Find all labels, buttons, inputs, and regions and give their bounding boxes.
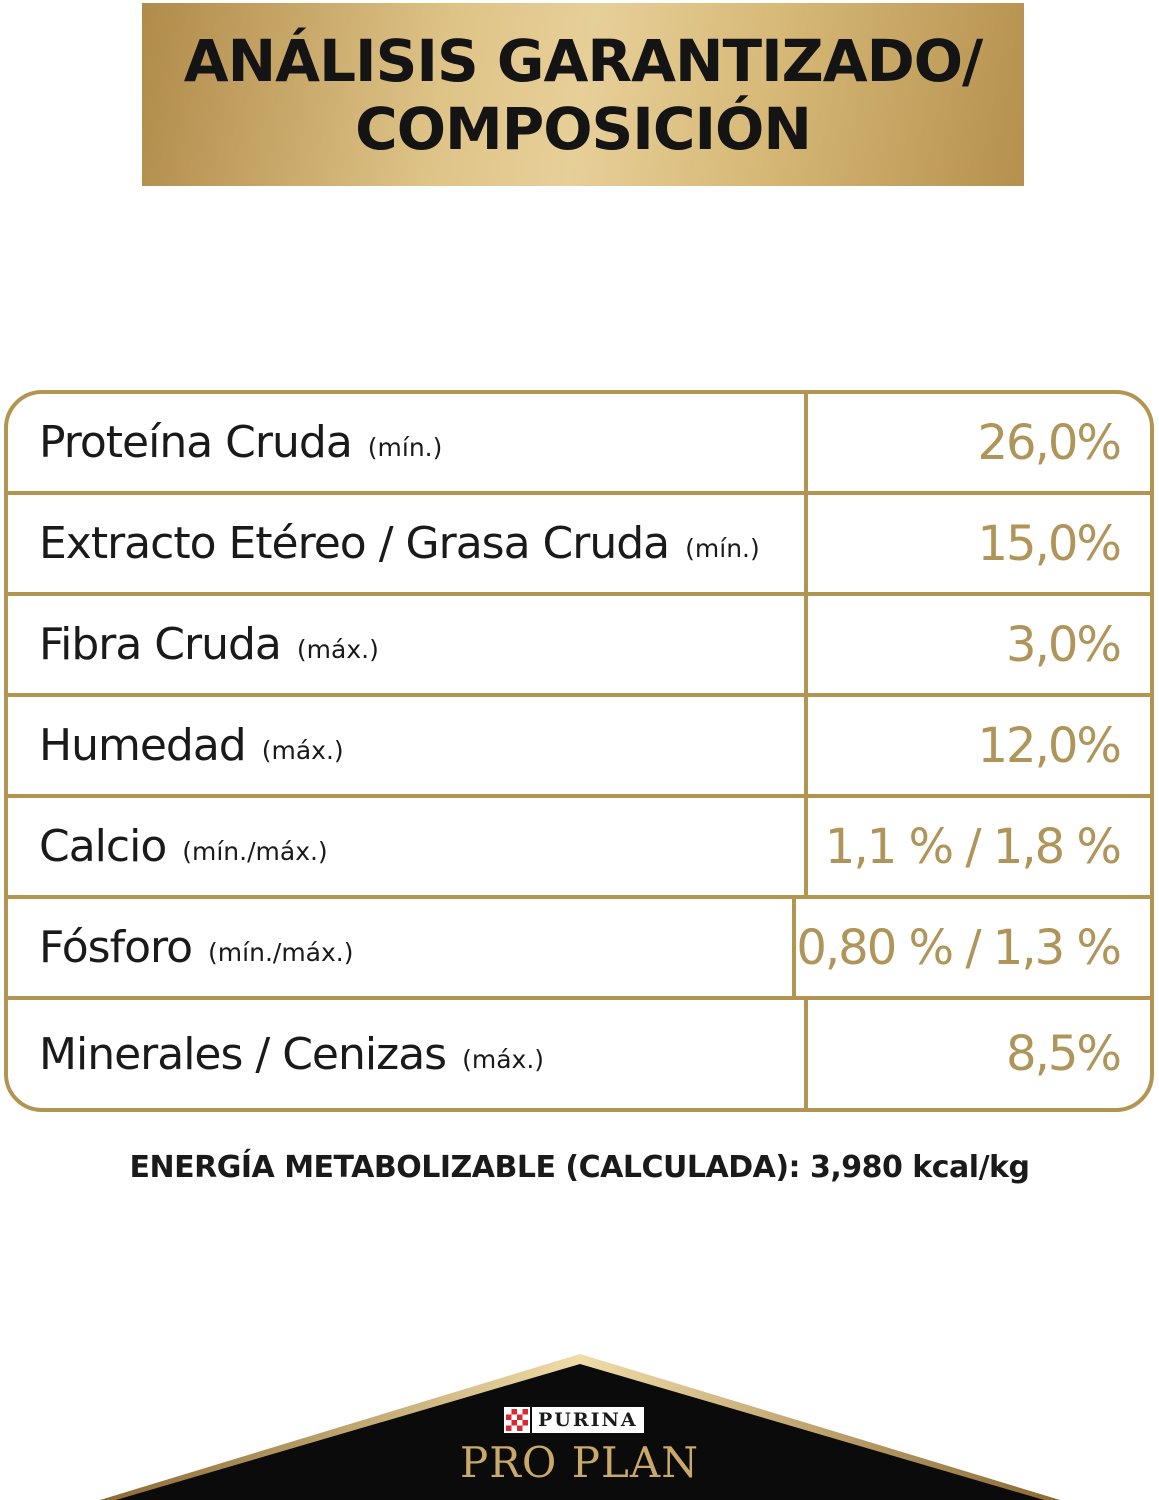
nutrient-qualifier: (máx.) — [296, 635, 379, 664]
table-row: Fibra Cruda (máx.) 3,0% — [8, 596, 1150, 697]
purina-checkerboard-icon — [504, 1407, 530, 1433]
nutrient-label: Humedad — [39, 720, 247, 771]
table-row: Humedad (máx.) 12,0% — [8, 697, 1150, 798]
table-row: Proteína Cruda (mín.) 26,0% — [8, 394, 1150, 495]
nutrient-label: Minerales / Cenizas — [39, 1028, 447, 1080]
table-row: Extracto Etéreo / Grasa Cruda (mín.) 15,… — [8, 495, 1150, 596]
nutrient-label: Fibra Cruda — [39, 619, 282, 670]
nutrient-label: Fósforo — [39, 922, 193, 973]
purina-wordmark: PURINA — [532, 1407, 644, 1433]
metabolizable-energy-text: ENERGÍA METABOLIZABLE (CALCULADA): 3,980… — [129, 1150, 1030, 1185]
purina-logo: PURINA — [504, 1407, 644, 1433]
nutrient-label: Proteína Cruda — [39, 417, 353, 468]
row-label-cell: Calcio (mín./máx.) — [8, 798, 808, 895]
nutrient-value: 0,80 % / 1,3 % — [796, 919, 1122, 976]
row-label-cell: Humedad (máx.) — [8, 697, 808, 794]
proplan-wordmark: PRO PLAN — [460, 1438, 699, 1487]
nutrient-qualifier: (mín.) — [367, 433, 443, 462]
nutrient-qualifier: (mín./máx.) — [182, 837, 328, 866]
row-label-cell: Fósforo (mín./máx.) — [8, 899, 797, 996]
table-row: Minerales / Cenizas (máx.) 8,5% — [8, 1000, 1150, 1108]
nutrient-label: Calcio — [39, 821, 167, 872]
nutrient-qualifier: (mín./máx.) — [208, 938, 354, 967]
title-line-1: ANÁLISIS GARANTIZADO/ — [183, 26, 983, 95]
nutrient-value: 8,5% — [1006, 1026, 1122, 1082]
nutrient-qualifier: (mín.) — [685, 534, 760, 563]
nutrient-qualifier: (máx.) — [261, 736, 344, 765]
row-label-cell: Proteína Cruda (mín.) — [8, 394, 808, 491]
nutrient-label: Extracto Etéreo / Grasa Cruda — [39, 518, 670, 569]
row-label-cell: Minerales / Cenizas (máx.) — [8, 1000, 808, 1108]
nutrient-value: 15,0% — [977, 515, 1122, 572]
table-row: Fósforo (mín./máx.) 0,80 % / 1,3 % — [8, 899, 1150, 1000]
nutrient-value: 1,1 % / 1,8 % — [824, 818, 1122, 875]
brand-logo-area: PURINA PRO PLAN — [0, 1350, 1159, 1500]
nutrient-value: 12,0% — [977, 717, 1122, 774]
nutrient-qualifier: (máx.) — [462, 1044, 545, 1074]
table-row: Calcio (mín./máx.) 1,1 % / 1,8 % — [8, 798, 1150, 899]
title-line-2: COMPOSICIÓN — [355, 94, 812, 163]
title-banner: ANÁLISIS GARANTIZADO/ COMPOSICIÓN — [142, 3, 1024, 186]
nutrient-value: 26,0% — [977, 414, 1122, 471]
row-label-cell: Fibra Cruda (máx.) — [8, 596, 808, 693]
nutrient-value: 3,0% — [1006, 616, 1122, 673]
guaranteed-analysis-table: Proteína Cruda (mín.) 26,0% Extracto Eté… — [4, 390, 1154, 1112]
row-label-cell: Extracto Etéreo / Grasa Cruda (mín.) — [8, 495, 808, 592]
